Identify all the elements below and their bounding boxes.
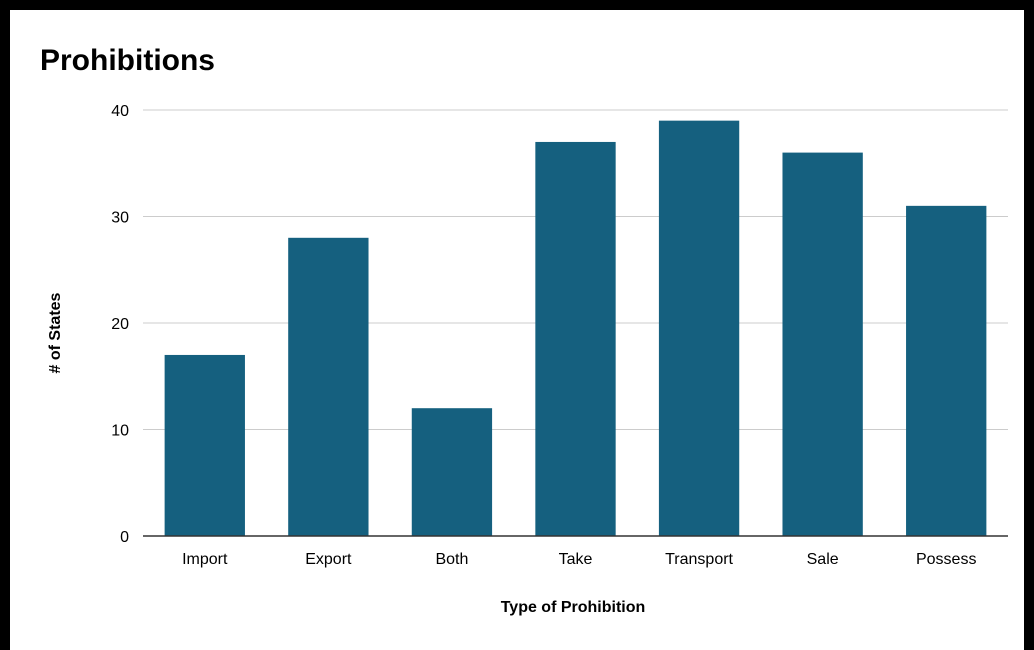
x-tick-label: Possess <box>916 551 976 568</box>
x-axis-title: Type of Prohibition <box>501 599 646 616</box>
bar-both <box>411 408 493 536</box>
x-tick-label: Transport <box>665 551 733 568</box>
bar-import <box>164 354 245 536</box>
chart-frame: Prohibitions 0 10 20 30 40 Import Export Both Ta… <box>10 10 1024 650</box>
bar-transport <box>658 120 740 537</box>
tick-labels: 0 10 20 30 40 Import Export Both Take Transport Sa… <box>111 103 976 568</box>
chart-title: Prohibitions <box>40 44 215 77</box>
bar-possess <box>906 205 987 536</box>
x-tick-label: Import <box>182 551 228 568</box>
y-tick-label: 10 <box>111 423 129 440</box>
y-axis-title: # of States <box>47 292 64 373</box>
y-tick-label: 20 <box>111 316 129 333</box>
x-tick-label: Export <box>305 551 352 568</box>
y-tick-label: 0 <box>120 529 129 546</box>
bar-export <box>288 237 369 537</box>
y-tick-label: 30 <box>111 210 129 227</box>
bar-chart: Prohibitions 0 10 20 30 40 Import Export Both Ta… <box>40 44 1008 616</box>
bar-take <box>535 141 616 536</box>
x-tick-label: Both <box>435 551 468 568</box>
bar-sale <box>782 152 863 536</box>
bars <box>164 120 987 537</box>
y-tick-label: 40 <box>111 103 129 120</box>
x-tick-label: Sale <box>807 551 839 568</box>
x-tick-label: Take <box>559 551 593 568</box>
